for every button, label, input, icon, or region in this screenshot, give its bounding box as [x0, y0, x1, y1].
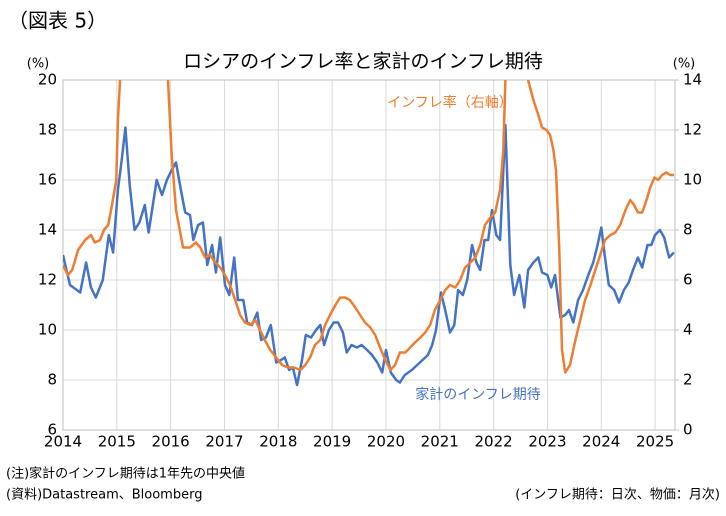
x-tick-label: 2019 — [313, 433, 351, 451]
series-line — [63, 123, 675, 387]
y-unit: (%) — [27, 57, 50, 72]
y2-tick-label: 2 — [683, 371, 693, 389]
x-tick-label: 2023 — [528, 433, 566, 451]
x-tick-label: 2014 — [44, 433, 82, 451]
y-tick-label: 6 — [47, 421, 57, 439]
source: (資料)Datastream、Bloomberg — [6, 488, 202, 503]
x-tick-label: 2020 — [367, 433, 405, 451]
y2-unit: (%) — [673, 57, 696, 72]
y-tick-label: 16 — [38, 171, 57, 189]
y2-tick-label: 12 — [683, 121, 702, 139]
lines — [63, 80, 675, 387]
grid — [62, 79, 675, 431]
y2-tick-label: 10 — [683, 171, 702, 189]
series-line — [63, 80, 674, 374]
y2-tick-label: 8 — [683, 221, 693, 239]
chart-title: ロシアのインフレ率と家計のインフレ期待 — [183, 51, 543, 73]
x-tick-label: 2015 — [98, 433, 136, 451]
x-tick-label: 2016 — [152, 433, 190, 451]
y-tick-label: 14 — [38, 221, 57, 239]
x-tick-label: 2024 — [582, 433, 620, 451]
plot-frame — [62, 79, 676, 431]
y-tick-label: 12 — [38, 271, 57, 289]
y-tick-label: 18 — [38, 121, 57, 139]
x-tick-label: 2017 — [205, 433, 243, 451]
x-tick-label: 2022 — [475, 433, 513, 451]
y2-tick-label: 4 — [683, 321, 693, 339]
x-tick-label: 2025 — [636, 433, 674, 451]
figure-label: （図表 5） — [8, 9, 107, 33]
y-tick-label: 20 — [38, 71, 57, 89]
note: (注)家計のインフレ期待は1年先の中央値 — [6, 466, 245, 482]
y-tick-label: 8 — [47, 371, 57, 389]
y2-tick-label: 6 — [683, 271, 693, 289]
x-tick-label: 2021 — [421, 433, 459, 451]
series-label: 家計のインフレ期待 — [415, 386, 541, 403]
y2-tick-label: 0 — [683, 421, 693, 439]
frequency-note: (インフレ期待：日次、物価：月次) — [515, 487, 720, 503]
x-tick-label: 2018 — [259, 433, 297, 451]
y2-tick-label: 14 — [683, 71, 702, 89]
series-label: インフレ率（右軸） — [387, 94, 513, 111]
y-tick-label: 10 — [38, 321, 57, 339]
